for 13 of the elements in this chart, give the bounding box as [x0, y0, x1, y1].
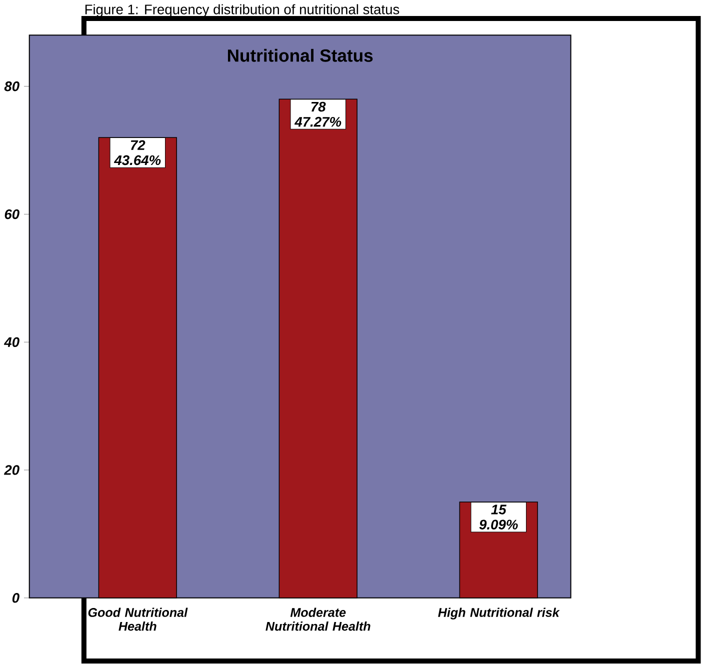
text: Nutritional Status	[228, 49, 373, 62]
data-label: 15 9.09%	[479, 504, 518, 530]
y-tick-label: 80	[4, 82, 20, 92]
y-tick-label: 60	[4, 210, 20, 220]
data-label: 78 47.27%	[294, 102, 342, 127]
data-label: 72 43.64%	[114, 140, 161, 166]
y-tick-label: 20	[4, 465, 20, 476]
y-tick-label: 0	[12, 593, 20, 604]
y-tick-label: 40	[4, 337, 20, 348]
x-tick-label: Good Nutritional Health	[88, 608, 188, 631]
caption: Figure 1: Frequency distribution of nutritional status	[85, 4, 400, 18]
x-tick-label: Moderate Nutritional Health	[266, 608, 370, 631]
x-tick-label: High Nutritional risk	[438, 608, 560, 620]
